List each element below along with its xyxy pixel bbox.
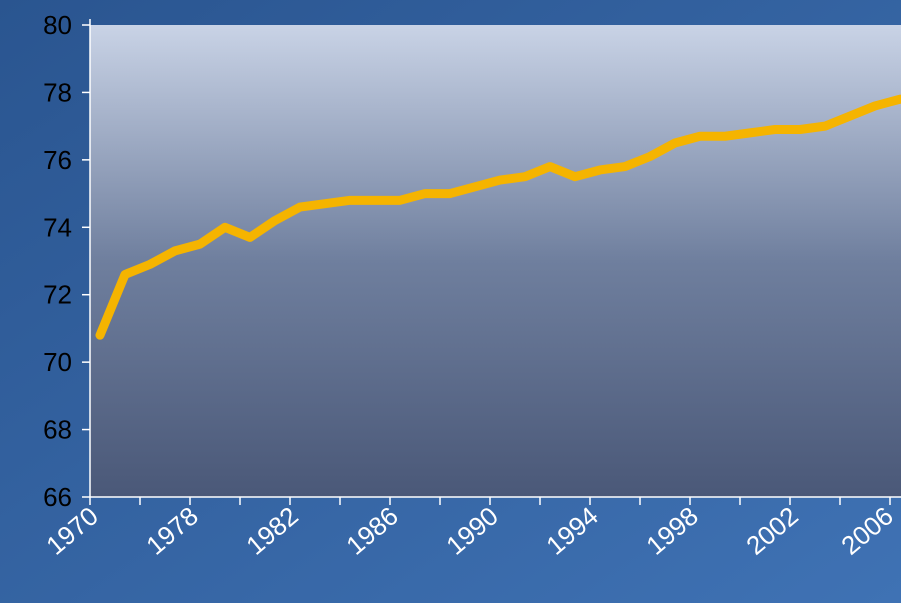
y-tick-label: 74 [43,212,72,242]
y-tick-label: 80 [43,10,72,40]
y-tick-label: 68 [43,415,72,445]
y-tick-label: 70 [43,347,72,377]
y-tick-label: 66 [43,482,72,512]
chart: 6668707274767880197019781982198619901994… [0,0,901,603]
y-tick-label: 78 [43,77,72,107]
photo-backdrop [90,25,901,497]
y-tick-label: 76 [43,145,72,175]
page: {"chart_data":{"type":"line", "categorie… [0,0,901,603]
y-tick-label: 72 [43,280,72,310]
